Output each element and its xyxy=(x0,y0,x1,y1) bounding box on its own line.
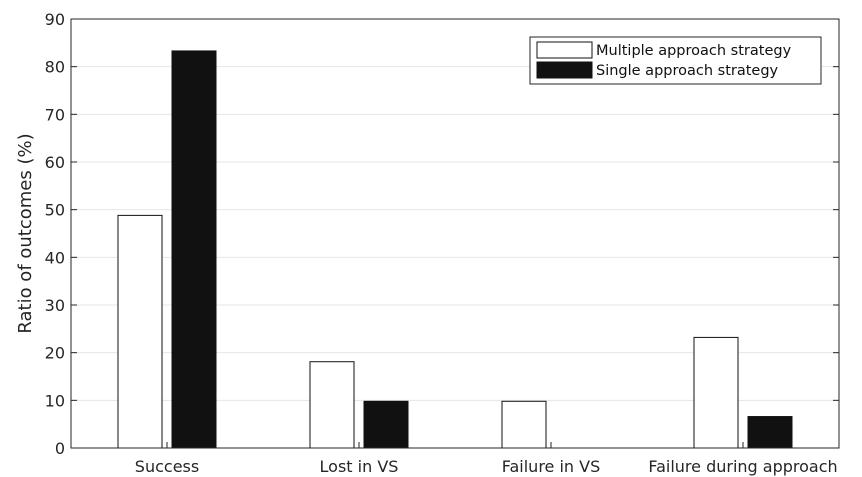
legend: Multiple approach strategy Single approac… xyxy=(529,36,822,85)
bar-multiple-1 xyxy=(309,361,355,449)
y-tick-label: 80 xyxy=(45,58,65,77)
bar-multiple-2 xyxy=(501,400,547,449)
legend-swatch xyxy=(536,41,593,59)
y-tick-label: 50 xyxy=(45,201,65,220)
y-tick-label: 10 xyxy=(45,391,65,410)
bar-multiple-0 xyxy=(117,214,163,449)
legend-label: Multiple approach strategy xyxy=(596,43,792,59)
y-axis-ticks: 0 10 20 30 40 50 60 70 80 90 xyxy=(45,10,839,458)
y-tick-label: 0 xyxy=(55,439,65,458)
bar-single-3 xyxy=(747,416,793,449)
x-tick-label: Failure during approach xyxy=(648,457,837,476)
legend-label: Single approach strategy xyxy=(596,63,779,79)
x-axis-ticks: Success Lost in VS Failure in VS Failure du… xyxy=(135,442,838,476)
bar-single-1 xyxy=(363,400,409,449)
bar-multiple-3 xyxy=(693,336,739,449)
y-tick-label: 20 xyxy=(45,344,65,363)
x-tick-label: Failure in VS xyxy=(502,457,601,476)
x-tick-label: Lost in VS xyxy=(320,457,399,476)
y-axis-label: Ratio of outcomes (%) xyxy=(15,133,36,333)
x-tick-label: Success xyxy=(135,457,199,476)
y-tick-label: 60 xyxy=(45,153,65,172)
bars xyxy=(117,50,793,449)
y-tick-label: 90 xyxy=(45,10,65,29)
y-tick-label: 70 xyxy=(45,105,65,124)
y-tick-label: 30 xyxy=(45,296,65,315)
legend-swatch xyxy=(536,61,593,79)
plot-area-frame xyxy=(70,18,840,449)
y-tick-label: 40 xyxy=(45,248,65,267)
bar-single-0 xyxy=(171,50,217,449)
